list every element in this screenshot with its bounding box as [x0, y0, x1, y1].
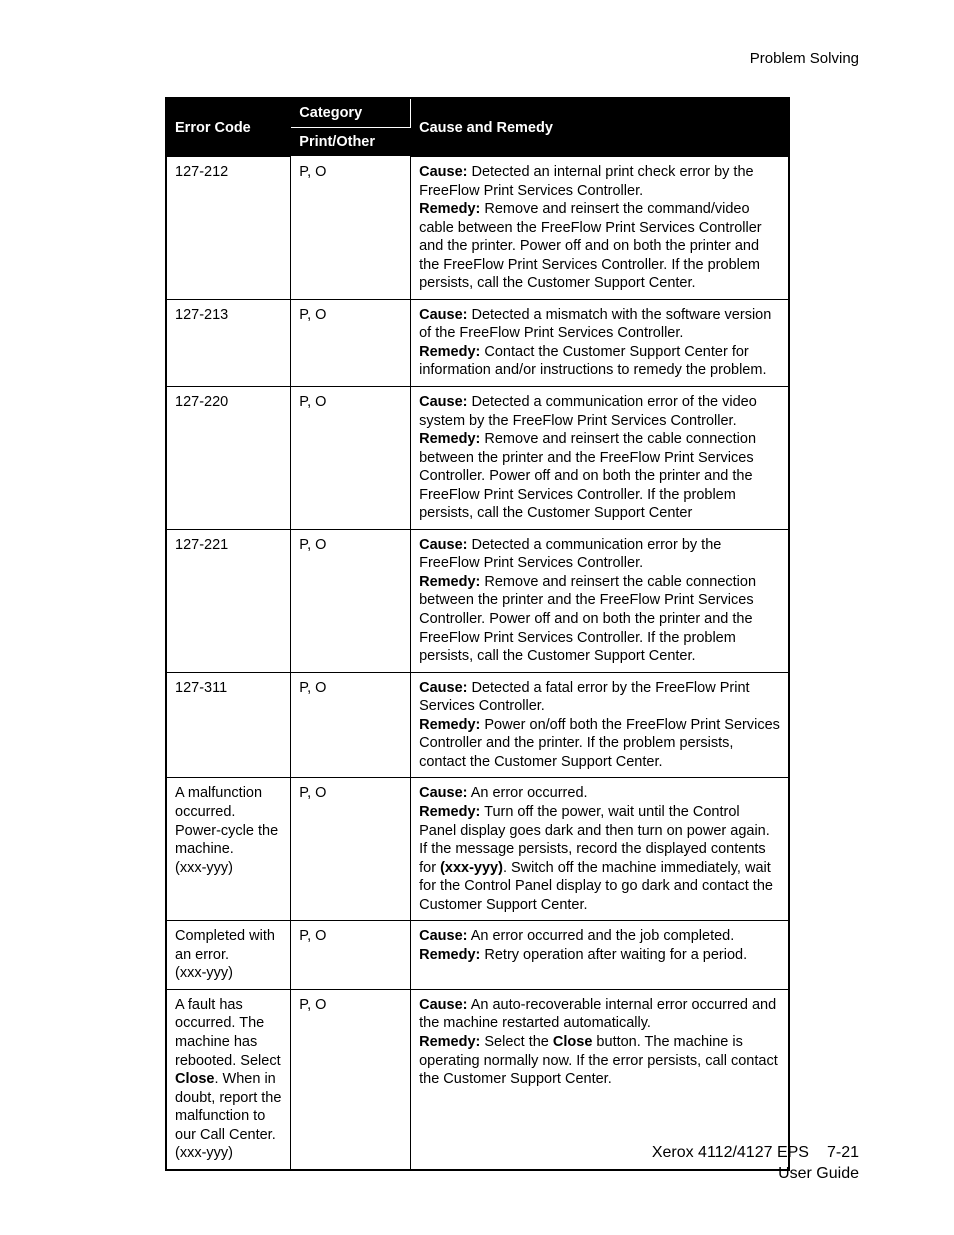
cell-cause-remedy: Cause: Detected a communication error of…: [411, 387, 789, 530]
cell-category: P, O: [291, 157, 411, 300]
cell-cause-remedy: Cause: An error occurred and the job com…: [411, 921, 789, 990]
cell-error-code: A malfunction occurred. Power-cycle the …: [166, 778, 291, 921]
header-category: Category: [291, 98, 411, 128]
cell-cause-remedy: Cause: Detected a fatal error by the Fre…: [411, 672, 789, 778]
header-print-other: Print/Other: [291, 128, 411, 157]
page-footer: Xerox 4112/4127 EPS7-21 User Guide: [652, 1143, 859, 1185]
table-row: A malfunction occurred. Power-cycle the …: [166, 778, 789, 921]
running-head: Problem Solving: [95, 50, 859, 67]
cell-category: P, O: [291, 387, 411, 530]
table-row: Completed with an error.(xxx-yyy)P, OCau…: [166, 921, 789, 990]
cell-category: P, O: [291, 989, 411, 1169]
cell-category: P, O: [291, 672, 411, 778]
table-header: Error Code Category Cause and Remedy Pri…: [166, 98, 789, 157]
footer-line1: Xerox 4112/4127 EPS7-21: [652, 1143, 859, 1164]
footer-line2: User Guide: [652, 1164, 859, 1185]
cell-cause-remedy: Cause: Detected a communication error by…: [411, 529, 789, 672]
table-row: 127-220P, OCause: Detected a communicati…: [166, 387, 789, 530]
cell-error-code: 127-212: [166, 157, 291, 300]
cell-error-code: A fault has occurred. The machine has re…: [166, 989, 291, 1169]
page-number: 7-21: [827, 1144, 859, 1161]
cell-category: P, O: [291, 529, 411, 672]
header-cause-remedy: Cause and Remedy: [411, 98, 789, 157]
cell-cause-remedy: Cause: Detected an internal print check …: [411, 157, 789, 300]
table-body: 127-212P, OCause: Detected an internal p…: [166, 157, 789, 1170]
cell-cause-remedy: Cause: An error occurred.Remedy: Turn of…: [411, 778, 789, 921]
cell-error-code: 127-311: [166, 672, 291, 778]
cell-category: P, O: [291, 299, 411, 386]
table-row: 127-311P, OCause: Detected a fatal error…: [166, 672, 789, 778]
error-code-table: Error Code Category Cause and Remedy Pri…: [165, 97, 790, 1171]
table-row: 127-213P, OCause: Detected a mismatch wi…: [166, 299, 789, 386]
cell-error-code: 127-221: [166, 529, 291, 672]
cell-category: P, O: [291, 921, 411, 990]
cell-error-code: Completed with an error.(xxx-yyy): [166, 921, 291, 990]
page-container: Problem Solving Error Code Category Caus…: [0, 0, 954, 1235]
cell-error-code: 127-220: [166, 387, 291, 530]
cell-error-code: 127-213: [166, 299, 291, 386]
cell-category: P, O: [291, 778, 411, 921]
header-error-code: Error Code: [166, 98, 291, 157]
table-row: 127-212P, OCause: Detected an internal p…: [166, 157, 789, 300]
cell-cause-remedy: Cause: Detected a mismatch with the soft…: [411, 299, 789, 386]
table-row: 127-221P, OCause: Detected a communicati…: [166, 529, 789, 672]
